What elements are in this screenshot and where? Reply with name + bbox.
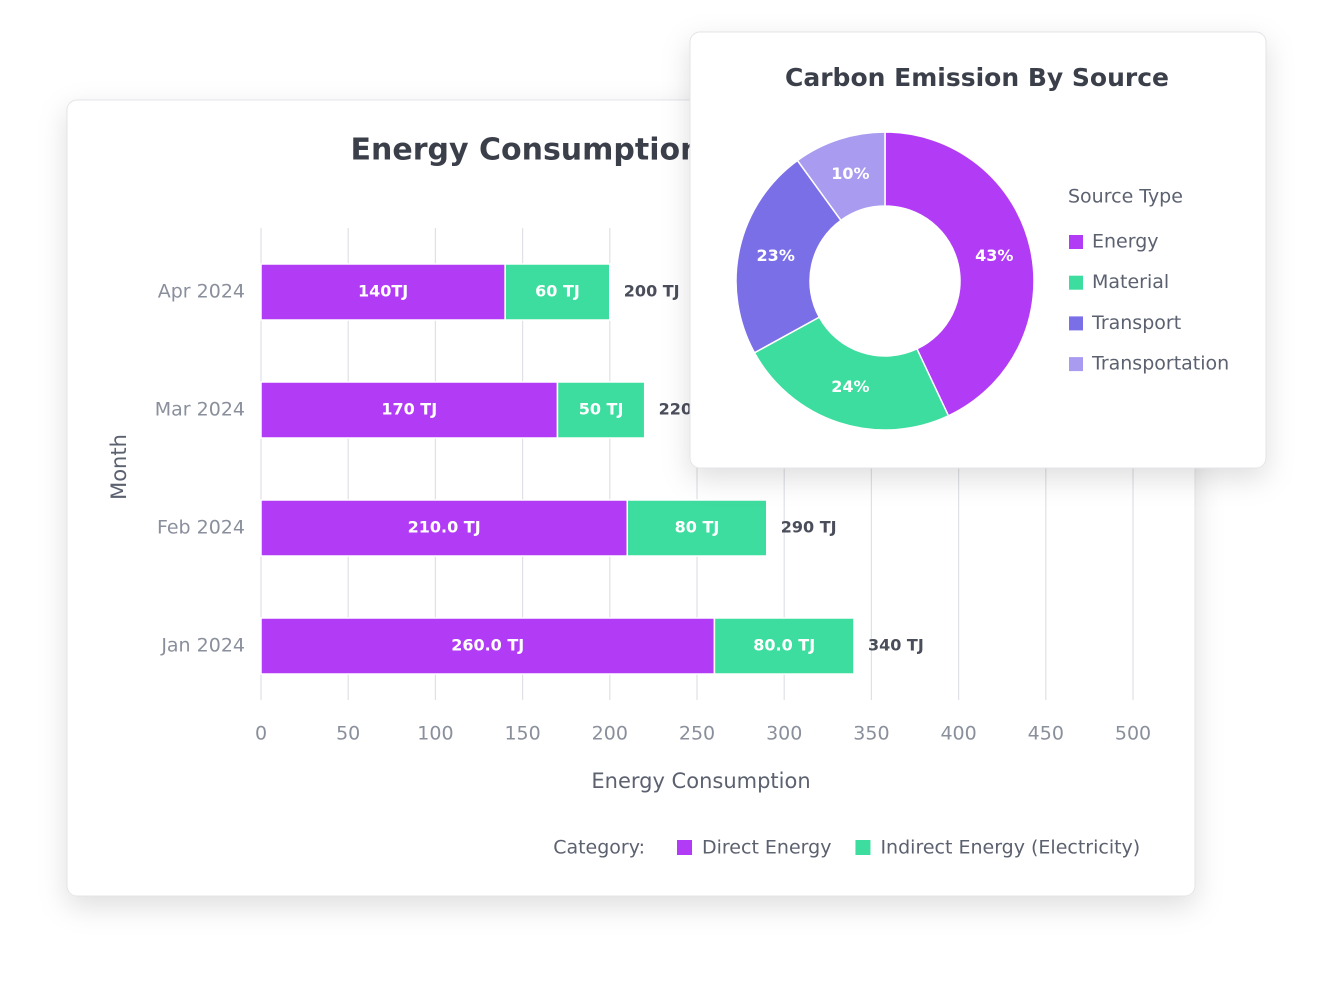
legend-swatch: [677, 840, 692, 855]
x-axis-label: Energy Consumption: [591, 769, 810, 793]
data-label: 140TJ: [358, 282, 408, 301]
bar-segment: [260, 499, 628, 557]
chart-title: Carbon Emission By Source: [785, 63, 1169, 92]
donut-slice: [735, 159, 842, 354]
legend-title: Source Type: [1068, 186, 1183, 208]
legend-label: Direct Energy: [702, 837, 831, 859]
y-tick-label: Mar 2024: [155, 399, 245, 421]
chart-title: Energy Consumption: [351, 133, 702, 168]
data-label: 60 TJ: [535, 282, 580, 301]
bar-segment: [626, 499, 768, 557]
bar-segment: [260, 617, 716, 675]
bar-segment: [260, 381, 559, 439]
donut-card: Carbon Emission By Source Source Type 43…: [689, 31, 1267, 469]
data-label: 50 TJ: [579, 400, 624, 419]
legend-swatch: [855, 840, 871, 855]
total-label: 340 TJ: [868, 636, 924, 655]
bar-segment: [504, 263, 611, 321]
x-tick-label: 300: [766, 723, 802, 745]
bar-segment: [713, 617, 855, 675]
y-axis-label: Month: [107, 434, 131, 500]
total-label: 200 TJ: [624, 282, 680, 301]
legend-swatch: [1069, 357, 1083, 372]
data-label: 210.0 TJ: [408, 518, 481, 537]
data-label: 80 TJ: [675, 518, 720, 537]
x-tick-label: 0: [255, 723, 267, 745]
x-tick-label: 350: [853, 723, 889, 745]
data-label: 260.0 TJ: [451, 636, 524, 655]
bar-segment: [556, 381, 646, 439]
x-tick-label: 250: [679, 723, 715, 745]
legend-label: Material: [1092, 271, 1169, 293]
bar-segment: [260, 263, 506, 321]
legend-label: Transportation: [1091, 353, 1229, 375]
legend-label: Indirect Energy (Electricity): [880, 837, 1140, 859]
data-label: 23%: [757, 246, 795, 265]
legend-title: Category:: [553, 837, 645, 859]
data-label: 170 TJ: [381, 400, 437, 419]
x-tick-label: 50: [336, 723, 360, 745]
legend-swatch: [1069, 275, 1083, 290]
legend-label: Transport: [1091, 312, 1181, 334]
data-label: 24%: [831, 377, 869, 396]
data-label: 10%: [831, 164, 869, 183]
donut-slice: [796, 131, 886, 222]
donut-slice: [884, 131, 1035, 417]
x-tick-label: 400: [940, 723, 976, 745]
x-tick-label: 500: [1115, 723, 1151, 745]
x-tick-label: 450: [1028, 723, 1064, 745]
data-label: 80.0 TJ: [753, 636, 815, 655]
y-tick-label: Feb 2024: [157, 517, 245, 539]
legend-label: Energy: [1092, 231, 1159, 253]
legend-swatch: [1069, 316, 1083, 331]
y-tick-label: Jan 2024: [160, 635, 245, 657]
legend-swatch: [1069, 235, 1083, 249]
x-tick-label: 200: [592, 723, 628, 745]
total-label: 290 TJ: [781, 518, 837, 537]
x-tick-label: 100: [417, 723, 453, 745]
data-label: 43%: [975, 246, 1013, 265]
donut-slice: [753, 316, 950, 431]
x-tick-label: 150: [504, 723, 540, 745]
y-tick-label: Apr 2024: [158, 281, 245, 303]
